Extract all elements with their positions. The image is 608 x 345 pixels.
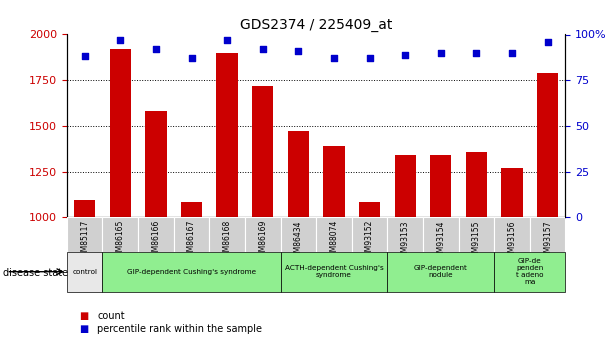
Bar bbox=[74, 200, 95, 217]
Text: GSM88074: GSM88074 bbox=[330, 220, 339, 262]
Bar bbox=[537, 73, 558, 217]
Text: GSM93152: GSM93152 bbox=[365, 220, 374, 262]
Bar bbox=[67, 252, 103, 292]
Bar bbox=[245, 217, 280, 252]
Text: GSM86167: GSM86167 bbox=[187, 220, 196, 262]
Bar bbox=[395, 155, 416, 217]
Text: GIP-dependent
nodule: GIP-dependent nodule bbox=[414, 265, 468, 278]
Bar bbox=[323, 146, 345, 217]
Bar bbox=[209, 217, 245, 252]
Bar bbox=[387, 252, 494, 292]
Text: GSM86165: GSM86165 bbox=[116, 220, 125, 262]
Bar bbox=[352, 217, 387, 252]
Text: GSM93155: GSM93155 bbox=[472, 220, 481, 262]
Text: GSM93157: GSM93157 bbox=[543, 220, 552, 262]
Point bbox=[116, 37, 125, 43]
Bar bbox=[387, 217, 423, 252]
Bar bbox=[288, 131, 309, 217]
Text: ACTH-dependent Cushing's
syndrome: ACTH-dependent Cushing's syndrome bbox=[285, 265, 383, 278]
Text: disease state: disease state bbox=[3, 268, 68, 277]
Text: GSM86434: GSM86434 bbox=[294, 220, 303, 262]
Point bbox=[543, 39, 553, 45]
Bar bbox=[494, 217, 530, 252]
Bar bbox=[103, 217, 138, 252]
Point bbox=[187, 56, 196, 61]
Text: GIP-dependent Cushing's syndrome: GIP-dependent Cushing's syndrome bbox=[127, 269, 256, 275]
Bar bbox=[430, 155, 452, 217]
Bar bbox=[530, 217, 565, 252]
Bar bbox=[138, 217, 174, 252]
Text: GSM86168: GSM86168 bbox=[223, 220, 232, 262]
Point bbox=[151, 46, 161, 52]
Bar bbox=[359, 202, 380, 217]
Bar bbox=[280, 217, 316, 252]
Text: ■: ■ bbox=[79, 311, 88, 321]
Point bbox=[80, 54, 89, 59]
Text: count: count bbox=[97, 311, 125, 321]
Text: GSM86166: GSM86166 bbox=[151, 220, 161, 262]
Bar bbox=[502, 168, 523, 217]
Bar bbox=[109, 49, 131, 217]
Point bbox=[507, 50, 517, 56]
Bar bbox=[67, 217, 103, 252]
Bar bbox=[174, 217, 209, 252]
Bar bbox=[145, 111, 167, 217]
Point bbox=[436, 50, 446, 56]
Point bbox=[258, 46, 268, 52]
Text: GSM93156: GSM93156 bbox=[508, 220, 517, 262]
Bar bbox=[458, 217, 494, 252]
Text: GSM86169: GSM86169 bbox=[258, 220, 268, 262]
Point bbox=[472, 50, 482, 56]
Bar bbox=[252, 86, 274, 217]
Bar bbox=[494, 252, 565, 292]
Text: GSM93154: GSM93154 bbox=[437, 220, 445, 262]
Point bbox=[223, 37, 232, 43]
Point bbox=[329, 56, 339, 61]
Point bbox=[400, 52, 410, 57]
Text: GIP-de
penden
t adeno
ma: GIP-de penden t adeno ma bbox=[516, 258, 544, 285]
Bar bbox=[466, 152, 487, 217]
Point bbox=[294, 48, 303, 54]
Text: ■: ■ bbox=[79, 325, 88, 334]
Bar bbox=[316, 217, 352, 252]
Text: control: control bbox=[72, 269, 97, 275]
Point bbox=[365, 56, 375, 61]
Bar bbox=[103, 252, 280, 292]
Bar bbox=[280, 252, 387, 292]
Text: GSM85117: GSM85117 bbox=[80, 220, 89, 262]
Text: GSM93153: GSM93153 bbox=[401, 220, 410, 262]
Title: GDS2374 / 225409_at: GDS2374 / 225409_at bbox=[240, 18, 392, 32]
Bar bbox=[181, 202, 202, 217]
Text: percentile rank within the sample: percentile rank within the sample bbox=[97, 325, 262, 334]
Bar bbox=[216, 53, 238, 217]
Bar bbox=[423, 217, 458, 252]
